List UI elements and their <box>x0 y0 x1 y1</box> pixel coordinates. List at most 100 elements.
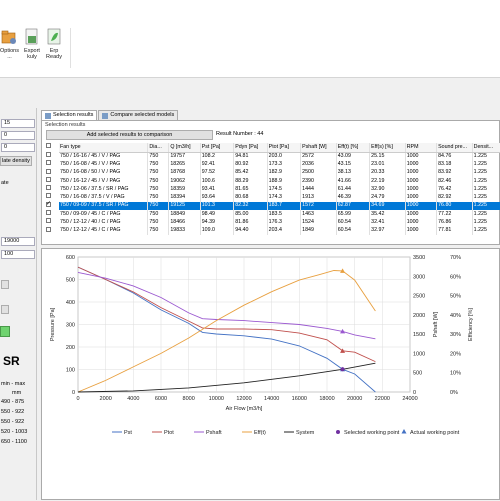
series-line-ptot <box>77 266 376 363</box>
series-title: SR <box>3 354 20 368</box>
row-checkbox[interactable] <box>46 176 51 182</box>
table-row[interactable]: 750 / 12-12 / 45 / C / PAG 750 19833 109.0 9… <box>59 226 500 235</box>
column-header[interactable]: Pst [Pa] <box>200 143 235 153</box>
results-table: Fan type Dia... Q [m3/h] Pst [Pa] Pdyn [Pa] P… <box>59 143 500 235</box>
column-header[interactable]: Ptot [Pa] <box>267 143 302 153</box>
range-item: 550 - 922 <box>1 409 25 415</box>
table-cell: 18359 <box>168 185 201 194</box>
table-row[interactable]: 750 / 16-16 / 45 / V / PAG 750 19757 108.2 9… <box>59 152 500 161</box>
dropdown-button-2[interactable] <box>1 305 9 314</box>
airflow-field[interactable]: 19000 <box>1 237 35 246</box>
table-cell: 1.225 <box>472 218 500 227</box>
row-checkbox[interactable] <box>46 160 51 166</box>
table-cell: 1000 <box>405 185 438 194</box>
column-header[interactable]: Densit... <box>472 143 500 153</box>
legend-label: Pshaft <box>206 430 222 436</box>
confirm-button[interactable] <box>0 326 10 337</box>
actual-working-point-marker <box>340 268 346 273</box>
table-cell: 2036 <box>300 160 337 169</box>
x-tick-label: 12000 <box>236 396 251 402</box>
parameter-field-1[interactable]: 15 <box>1 119 35 128</box>
table-cell: 1.225 <box>472 210 500 219</box>
y-left-tick-label: 300 <box>66 323 75 329</box>
dropdown-button-1[interactable] <box>1 280 9 289</box>
column-header[interactable]: Pshaft [W] <box>300 143 337 153</box>
table-row[interactable]: 750 / 16-08 / 37.5 / V / PAG 750 18394 93.6… <box>59 193 500 202</box>
table-cell: 1000 <box>405 210 438 219</box>
column-header[interactable]: Sound pre... <box>436 143 473 153</box>
table-cell: 81.65 <box>233 185 268 194</box>
row-checkbox[interactable] <box>46 226 51 232</box>
table-cell: 82.46 <box>436 176 473 186</box>
row-checkbox[interactable] <box>46 200 51 207</box>
table-cell: 1849 <box>300 226 337 235</box>
table-cell: 1913 <box>300 193 337 202</box>
table-cell: 25.15 <box>369 152 406 161</box>
table-cell: 19833 <box>168 226 201 235</box>
table-cell: 38.13 <box>336 168 371 177</box>
main-area: Selection results Compare selected model… <box>39 108 500 500</box>
table-cell: 94.40 <box>233 226 268 235</box>
add-to-comparison-button[interactable]: Add selected results to comparison <box>46 130 213 140</box>
tab-selection-results[interactable]: Selection results <box>41 110 98 120</box>
y-right1-tick-label: 0 <box>413 390 416 396</box>
row-checkbox[interactable] <box>46 168 51 174</box>
table-row[interactable]: 750 / 16-08 / 45 / V / PAG 750 18265 92.41 8… <box>59 160 500 169</box>
table-cell: 176.3 <box>267 218 302 227</box>
table-row[interactable]: 750 / 09-09 / 37.5 / SR / PAG 750 19125 101… <box>59 201 500 211</box>
row-checkbox[interactable] <box>46 193 51 199</box>
table-cell: 94.81 <box>233 152 268 161</box>
calculate-density-button[interactable]: late density <box>0 156 32 166</box>
parameter-field-3[interactable]: 0 <box>1 143 35 152</box>
table-cell: 1000 <box>405 193 438 202</box>
table-cell: 1524 <box>300 218 337 227</box>
chart-canvas: 0 2000 4000 6000 8000 10000 12000 14000 16000 180… <box>50 255 474 436</box>
table-cell: 93.64 <box>200 193 235 202</box>
table-cell: 101.3 <box>200 201 235 211</box>
legend-label: Ptot <box>164 430 174 436</box>
x-tick-label: 2000 <box>100 396 112 402</box>
table-row[interactable]: 750 / 09-09 / 45 / C / PAG 750 18849 98.49 8… <box>59 210 500 219</box>
erp-ready-button[interactable]: Erp Ready <box>46 28 62 60</box>
pressure-field[interactable]: 100 <box>1 250 35 259</box>
parameter-field-2[interactable]: 0 <box>1 131 35 140</box>
table-cell: 750 <box>147 193 170 202</box>
table-cell: 750 <box>147 176 170 186</box>
y-right2-axis-title: Efficiency [%] <box>468 308 474 341</box>
tab-compare-models[interactable]: Compare selected models <box>98 110 179 120</box>
legend-marker-circle <box>336 430 340 434</box>
table-row[interactable]: 750 / 16-08 / 50 / V / PAG 750 18768 97.52 8… <box>59 168 500 177</box>
table-row[interactable]: 750 / 12-06 / 37.5 / SR / PAG 750 18359 93.… <box>59 185 500 194</box>
row-checkbox[interactable] <box>46 152 51 157</box>
row-checkbox[interactable] <box>46 210 51 216</box>
x-tick-label: 10000 <box>209 396 224 402</box>
table-cell: 1444 <box>300 185 337 194</box>
table-cell: 77.22 <box>436 210 473 219</box>
options-button[interactable]: Options ... <box>0 28 19 60</box>
column-header[interactable]: Fan type <box>59 143 149 153</box>
table-cell: 19125 <box>168 201 201 211</box>
table-cell: 188.9 <box>267 176 302 186</box>
performance-chart: 0 2000 4000 6000 8000 10000 12000 14000 16000 180… <box>41 248 500 500</box>
table-row[interactable]: 750 / 12-12 / 40 / C / PAG 750 18466 94.39 8… <box>59 218 500 227</box>
y-right2-tick-label: 40% <box>450 313 461 319</box>
y-left-tick-label: 200 <box>66 345 75 351</box>
folder-gear-icon <box>2 30 17 44</box>
column-header[interactable]: Eff(s) [%] <box>369 143 406 153</box>
row-checkbox[interactable] <box>46 185 51 191</box>
column-header[interactable]: Pdyn [Pa] <box>233 143 268 153</box>
tab-bar: Selection results Compare selected model… <box>41 110 179 120</box>
table-cell: 750 / 12-06 / 37.5 / SR / PAG <box>59 185 149 194</box>
column-header[interactable]: Q [m3/h] <box>168 143 201 153</box>
select-all-checkbox[interactable] <box>46 143 51 148</box>
export-button[interactable]: Export kuly <box>24 28 40 60</box>
table-row[interactable]: 750 / 16-12 / 45 / V / PAG 750 19062 100.6 8… <box>59 176 500 186</box>
row-checkbox[interactable] <box>46 218 51 224</box>
table-cell: 2500 <box>300 168 337 177</box>
column-header[interactable]: Dia... <box>147 143 170 153</box>
column-header[interactable]: Eff(t) [%] <box>336 143 371 153</box>
table-cell: 22.19 <box>369 176 406 186</box>
table-cell: 174.3 <box>267 193 302 202</box>
y-left-tick-label: 100 <box>66 368 75 374</box>
column-header[interactable]: RPM <box>405 143 438 153</box>
